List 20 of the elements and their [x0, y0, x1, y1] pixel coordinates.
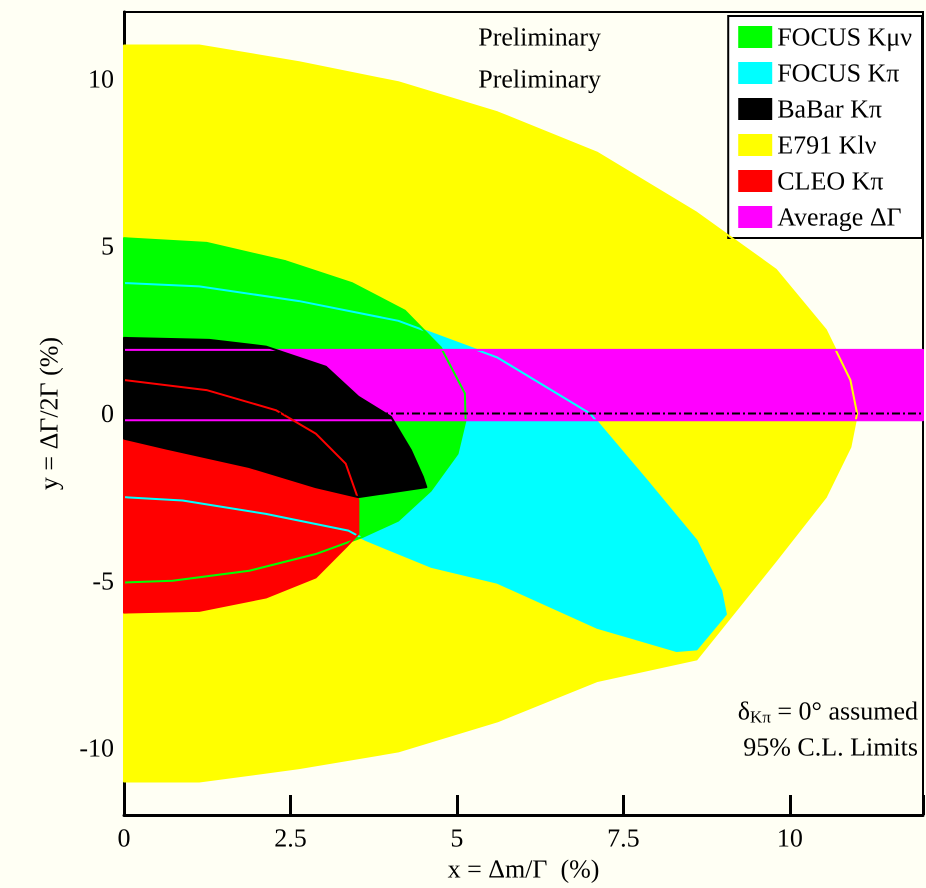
x-axis-title: x = Δm/Γ (%) — [448, 854, 600, 884]
x-tick-label: 10 — [776, 824, 803, 852]
annotation: 95% C.L. Limits — [743, 732, 918, 762]
legend-label: CLEO Kπ — [777, 166, 884, 196]
y-tick-label: 10 — [88, 64, 114, 94]
y-axis-title: y = ΔΓ/2Γ (%) — [34, 336, 64, 490]
legend-label: FOCUS Kμν — [777, 22, 912, 52]
legend-label: Average ΔΓ — [777, 202, 902, 232]
legend-label: BaBar Kπ — [777, 94, 882, 124]
y-tick-label: 5 — [101, 232, 114, 261]
annotation: Preliminary — [478, 22, 602, 52]
x-tick-label: 5 — [450, 824, 464, 852]
annotation: Preliminary — [478, 64, 602, 94]
legend-label: FOCUS Kπ — [777, 58, 900, 88]
legend-label: E791 Klν — [777, 130, 877, 160]
x-tick-label: 7.5 — [607, 824, 640, 852]
y-tick-label: 0 — [101, 399, 114, 428]
y-tick-label: -5 — [92, 566, 114, 596]
y-tick-label: -10 — [79, 734, 114, 763]
x-tick-label: 2.5 — [274, 824, 307, 852]
